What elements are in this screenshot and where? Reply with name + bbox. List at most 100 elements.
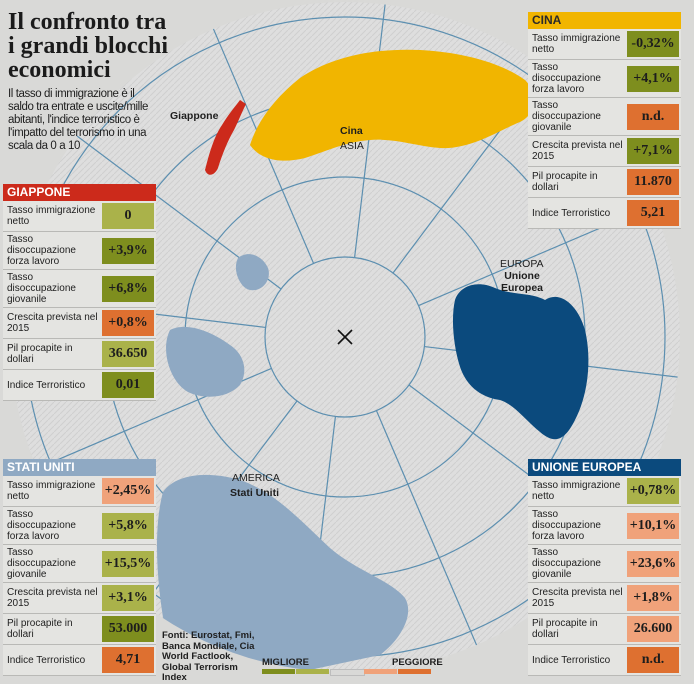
indicator-label: Tasso disoccupazione forza lavoro: [7, 509, 76, 542]
map-label-unione-europea: Unione Europea: [500, 270, 543, 294]
indicator-value: +15,5%: [102, 550, 154, 577]
indicator-label: Pil procapite in dollari: [7, 618, 73, 640]
indicator-label: Indice Terroristico: [7, 379, 86, 391]
indicator-value: n.d.: [627, 647, 679, 673]
indicator-label: Pil procapite in dollari: [532, 618, 598, 640]
indicator-row: Tasso disoccupazione giovanile +6,8%: [3, 270, 156, 308]
indicator-row: Indice Terroristico n.d.: [528, 645, 681, 676]
indicator-label: Tasso immigrazione netto: [7, 205, 96, 227]
north-pole-marker: [337, 329, 353, 345]
cina-panel: CINA Tasso immigrazione netto -0,32% Tasso…: [528, 12, 681, 229]
indicator-value: +10,1%: [627, 512, 679, 539]
indicator-row: Tasso disoccupazione giovanile n.d.: [528, 98, 681, 136]
indicator-row: Tasso immigrazione netto -0,32%: [528, 29, 681, 60]
indicator-row: Tasso immigrazione netto 0: [3, 201, 156, 232]
indicator-value: 11.870: [627, 169, 679, 195]
indicator-label: Tasso immigrazione netto: [532, 33, 621, 55]
legend-swatch: [262, 669, 295, 674]
indicator-value: 0: [102, 203, 154, 229]
indicator-row: Tasso disoccupazione giovanile +15,5%: [3, 545, 156, 583]
indicator-row: Pil procapite in dollari 53.000: [3, 614, 156, 645]
map-label-europa: EUROPA: [500, 258, 544, 270]
indicator-label: Indice Terroristico: [532, 207, 611, 219]
panel-header: STATI UNITI: [3, 459, 156, 476]
indicator-value: 53.000: [102, 616, 154, 642]
indicator-row: Tasso disoccupazione forza lavoro +5,8%: [3, 507, 156, 545]
panel-header: GIAPPONE: [3, 184, 156, 201]
indicator-row: Tasso disoccupazione forza lavoro +4,1%: [528, 60, 681, 98]
indicator-value: +23,6%: [627, 550, 679, 577]
indicator-value: 36.650: [102, 341, 154, 367]
indicator-value: +6,8%: [102, 275, 154, 302]
indicator-value: +7,1%: [627, 138, 679, 164]
indicator-value: +1,8%: [627, 585, 679, 611]
indicator-row: Tasso disoccupazione forza lavoro +3,9%: [3, 232, 156, 270]
giappone-landmass: [205, 100, 246, 175]
map-label-stati-uniti: Stati Uniti: [230, 487, 279, 499]
indicator-label: Tasso disoccupazione forza lavoro: [532, 62, 601, 95]
legend-best-label: MIGLIORE: [262, 657, 309, 668]
indicator-label: Crescita prevista nel 2015: [532, 587, 623, 609]
indicator-label: Tasso disoccupazione giovanile: [7, 547, 76, 580]
meridian-line: [375, 410, 480, 650]
sources-note: Fonti: Eurostat, Fmi, Banca Mondiale, Ci…: [162, 630, 255, 683]
giappone-panel: GIAPPONE Tasso immigrazione netto 0 Tasso …: [3, 184, 156, 401]
indicator-label: Tasso disoccupazione forza lavoro: [532, 509, 601, 542]
indicator-value: 5,21: [627, 200, 679, 226]
indicator-value: 4,71: [102, 647, 154, 673]
legend-swatch: [330, 669, 365, 676]
legend-worst-label: PEGGIORE: [392, 657, 443, 668]
indicator-label: Tasso disoccupazione giovanile: [7, 272, 76, 305]
indicator-row: Crescita prevista nel 2015 +7,1%: [528, 136, 681, 167]
unione-europea-landmass: [452, 284, 589, 440]
indicator-value: +3,1%: [102, 585, 154, 611]
intro-text: Il tasso di immigrazione è il saldo tra …: [8, 88, 148, 152]
legend-swatch: [296, 669, 329, 674]
indicator-value: +3,9%: [102, 237, 154, 264]
north-america-landmass: [166, 326, 245, 397]
indicator-label: Tasso disoccupazione forza lavoro: [7, 234, 76, 267]
indicator-label: Tasso disoccupazione giovanile: [532, 100, 601, 133]
indicator-label: Indice Terroristico: [7, 654, 86, 666]
indicator-row: Indice Terroristico 4,71: [3, 645, 156, 676]
map-label-giappone: Giappone: [170, 110, 219, 122]
page-title: Il confronto tra i grandi blocchi econom…: [8, 9, 169, 83]
indicator-row: Tasso disoccupazione forza lavoro +10,1%: [528, 507, 681, 545]
indicator-row: Crescita prevista nel 2015 +0,8%: [3, 308, 156, 339]
indicator-label: Indice Terroristico: [532, 654, 611, 666]
indicator-label: Pil procapite in dollari: [532, 171, 598, 193]
indicator-row: Indice Terroristico 5,21: [528, 198, 681, 229]
indicator-row: Pil procapite in dollari 36.650: [3, 339, 156, 370]
indicator-row: Tasso disoccupazione giovanile +23,6%: [528, 545, 681, 583]
indicator-value: 26.600: [627, 616, 679, 642]
unione-europea-panel: UNIONE EUROPEA Tasso immigrazione netto +…: [528, 459, 681, 676]
alaska-landmass: [235, 254, 269, 291]
indicator-label: Crescita prevista nel 2015: [532, 140, 623, 162]
indicator-value: +5,8%: [102, 512, 154, 539]
cina-landmass: [250, 49, 535, 161]
indicator-label: Crescita prevista nel 2015: [7, 312, 98, 334]
indicator-row: Crescita prevista nel 2015 +1,8%: [528, 583, 681, 614]
indicator-value: +0,8%: [102, 310, 154, 336]
map-label-america: AMERICA: [232, 472, 280, 484]
indicator-value: -0,32%: [627, 31, 679, 57]
stati-uniti-panel: STATI UNITI Tasso immigrazione netto +2,4…: [3, 459, 156, 676]
indicator-value: 0,01: [102, 372, 154, 398]
map-label-asia: ASIA: [340, 140, 364, 152]
legend-swatch: [364, 669, 397, 674]
indicator-label: Tasso disoccupazione giovanile: [532, 547, 601, 580]
panel-header: CINA: [528, 12, 681, 29]
legend-swatch: [398, 669, 431, 674]
indicator-row: Pil procapite in dollari 26.600: [528, 614, 681, 645]
indicator-row: Tasso immigrazione netto +0,78%: [528, 476, 681, 507]
indicator-row: Indice Terroristico 0,01: [3, 370, 156, 401]
indicator-value: +2,45%: [102, 478, 154, 504]
indicator-label: Tasso immigrazione netto: [532, 480, 621, 502]
panel-rows: Tasso immigrazione netto +0,78% Tasso diso…: [528, 476, 681, 676]
indicator-value: +4,1%: [627, 65, 679, 92]
indicator-label: Tasso immigrazione netto: [7, 480, 96, 502]
indicator-row: Crescita prevista nel 2015 +3,1%: [3, 583, 156, 614]
indicator-row: Pil procapite in dollari 11.870: [528, 167, 681, 198]
stati-uniti-landmass: [156, 474, 409, 672]
indicator-row: Tasso immigrazione netto +2,45%: [3, 476, 156, 507]
